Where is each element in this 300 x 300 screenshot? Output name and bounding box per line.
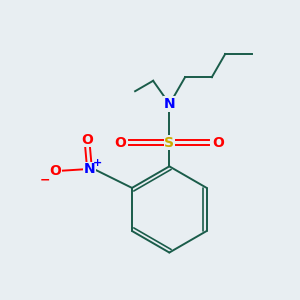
Text: S: S bbox=[164, 136, 174, 150]
Text: O: O bbox=[82, 133, 94, 147]
Text: N: N bbox=[164, 97, 175, 111]
Text: O: O bbox=[212, 136, 224, 150]
Text: O: O bbox=[49, 164, 61, 178]
Text: +: + bbox=[93, 158, 102, 168]
Text: −: − bbox=[39, 173, 50, 186]
Text: O: O bbox=[114, 136, 126, 150]
Text: N: N bbox=[83, 162, 95, 176]
